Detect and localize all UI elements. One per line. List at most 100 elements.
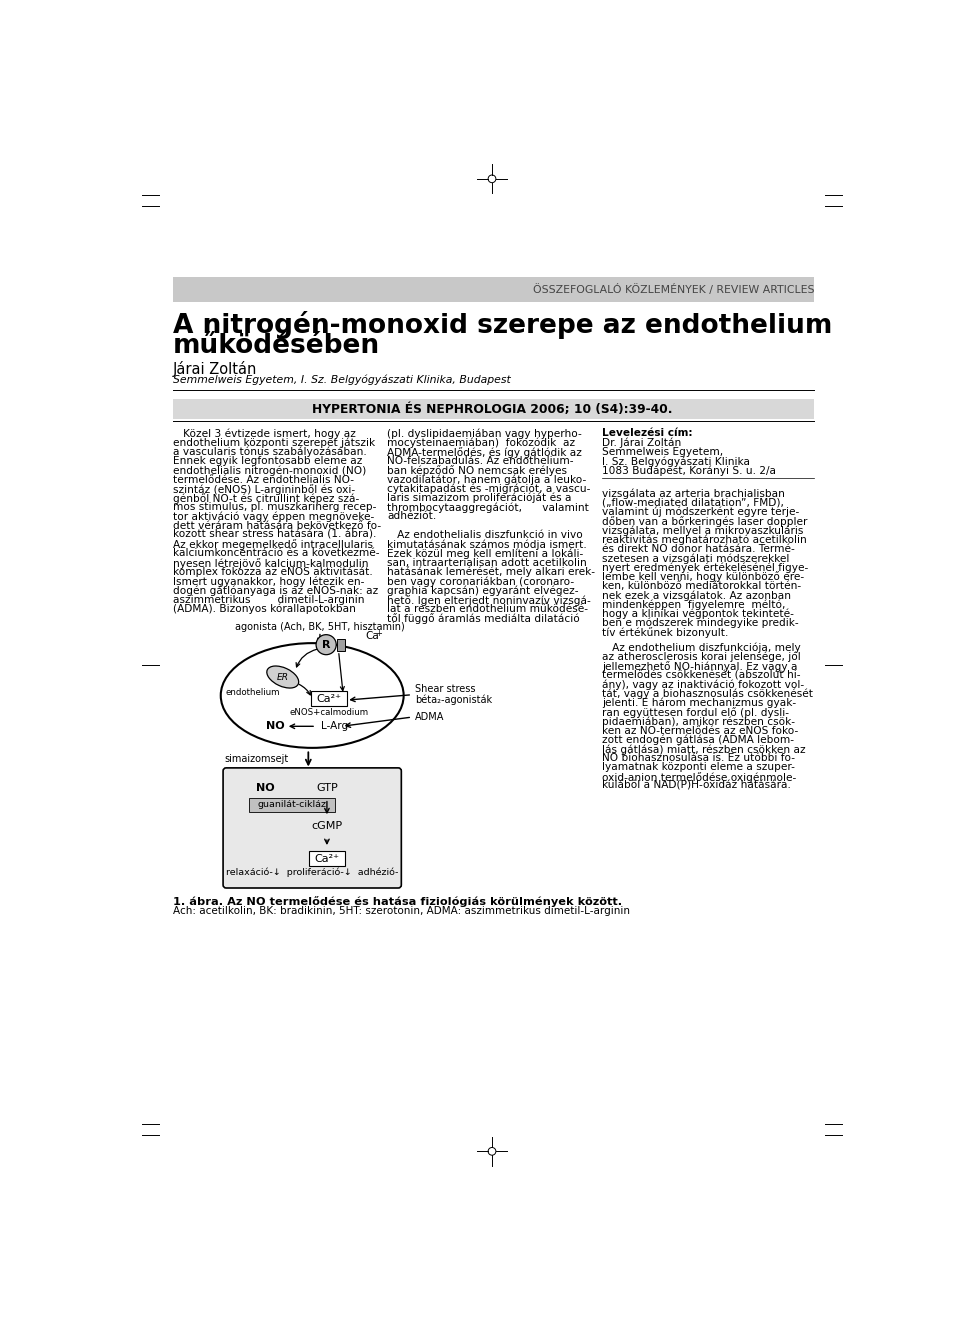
Text: ken az NO-termelődés az eNOS foko-: ken az NO-termelődés az eNOS foko-	[602, 726, 799, 735]
Circle shape	[316, 635, 336, 655]
Text: nyesen létrejövő kalcium-kalmodulin: nyesen létrejövő kalcium-kalmodulin	[173, 557, 369, 569]
Text: ány), vagy az inaktiváció fokozott vol-: ány), vagy az inaktiváció fokozott vol-	[602, 680, 804, 690]
Text: dett véráram hatására bekövetkező fo-: dett véráram hatására bekövetkező fo-	[173, 520, 381, 531]
Text: termelődés csökkenését (abszolút hi-: termelődés csökkenését (abszolút hi-	[602, 670, 801, 681]
Text: lás gátlása) miatt, részben csökken az: lás gátlása) miatt, részben csökken az	[602, 744, 805, 755]
Text: Ismert ugyanakkor, hogy létezik en-: Ismert ugyanakkor, hogy létezik en-	[173, 576, 364, 586]
Text: lembe kell venni, hogy különböző ere-: lembe kell venni, hogy különböző ere-	[602, 572, 804, 582]
Text: szetesen a vizsgálati módszerekkel: szetesen a vizsgálati módszerekkel	[602, 553, 789, 564]
Text: pidaemiában), amikor részben csök-: pidaemiában), amikor részben csök-	[602, 716, 795, 727]
Text: vizsgálata az arteria brachialisban: vizsgálata az arteria brachialisban	[602, 489, 785, 499]
Text: zott endogén gátlása (ADMA lebom-: zott endogén gátlása (ADMA lebom-	[602, 735, 794, 745]
Text: vazodilatátor, hanem gátolja a leuko-: vazodilatátor, hanem gátolja a leuko-	[388, 474, 587, 485]
FancyBboxPatch shape	[223, 768, 401, 888]
Text: („flow-mediated dilatation”, FMD),: („flow-mediated dilatation”, FMD),	[602, 498, 784, 507]
Text: Semmelweis Egyetem, I. Sz. Belgyógyászati Klinika, Budapest: Semmelweis Egyetem, I. Sz. Belgyógyászat…	[173, 374, 511, 385]
Text: guanilát-cikláz: guanilát-cikláz	[257, 801, 326, 810]
Text: mocysteinaemiában)  fokozódik  az: mocysteinaemiában) fokozódik az	[388, 437, 575, 448]
Text: Ennek egyik legfontosabb eleme az: Ennek egyik legfontosabb eleme az	[173, 456, 362, 466]
Text: adhéziót.: adhéziót.	[388, 511, 437, 522]
Text: kimutatásának számos módja ismert.: kimutatásának számos módja ismert.	[388, 539, 588, 549]
Text: Ca²⁺: Ca²⁺	[317, 694, 342, 703]
Text: endothelialis nitrogén-monoxid (NO): endothelialis nitrogén-monoxid (NO)	[173, 465, 366, 475]
Text: nek ezek a vizsgálatok. Az azonban: nek ezek a vizsgálatok. Az azonban	[602, 590, 791, 601]
Ellipse shape	[221, 643, 403, 748]
Text: Az endothelialis diszfunkció in vivo: Az endothelialis diszfunkció in vivo	[388, 529, 583, 540]
Text: jelenti. E három mechanizmus gyak-: jelenti. E három mechanizmus gyak-	[602, 698, 796, 709]
Text: lat a részben endothelium működésé-: lat a részben endothelium működésé-	[388, 605, 588, 614]
Text: hogy a klinikai végpontok tekinteté-: hogy a klinikai végpontok tekinteté-	[602, 608, 794, 619]
Text: NO biohasznosulása is. Ez utóbbi fo-: NO biohasznosulása is. Ez utóbbi fo-	[602, 753, 795, 764]
Text: ben vagy coronariákban (coronaro-: ben vagy coronariákban (coronaro-	[388, 576, 574, 586]
Text: relaxáció-↓  proliferáció-↓  adhézió-: relaxáció-↓ proliferáció-↓ adhézió-	[226, 868, 398, 877]
FancyBboxPatch shape	[249, 798, 335, 811]
Text: tor aktiváció vagy éppen megnöveke-: tor aktiváció vagy éppen megnöveke-	[173, 511, 374, 522]
Text: Levelezési cím:: Levelezési cím:	[602, 428, 693, 439]
Text: san, intraarterialisan adott acetilkolin: san, intraarterialisan adott acetilkolin	[388, 557, 588, 568]
Text: eNOS+calmodium: eNOS+calmodium	[290, 707, 369, 716]
Text: Ezek közül meg kell említeni a lokáli-: Ezek közül meg kell említeni a lokáli-	[388, 548, 584, 558]
Text: hatásának lemérését, mely alkari erek-: hatásának lemérését, mely alkari erek-	[388, 566, 595, 577]
Text: reaktivitás meghatározható acetilkolin: reaktivitás meghatározható acetilkolin	[602, 535, 806, 545]
Text: agonista (Ach, BK, 5HT, hisztamin): agonista (Ach, BK, 5HT, hisztamin)	[235, 623, 405, 632]
Text: A nitrogén-monoxid szerepe az endothelium: A nitrogén-monoxid szerepe az endotheliu…	[173, 311, 832, 340]
Text: ADMA: ADMA	[416, 712, 444, 722]
FancyBboxPatch shape	[173, 278, 814, 302]
Text: től függő áramlás mediálta dilatáció: től függő áramlás mediálta dilatáció	[388, 614, 580, 624]
Text: simaizomsejt: simaizomsejt	[225, 755, 289, 764]
Text: kalciumkoncentráció és a következmé-: kalciumkoncentráció és a következmé-	[173, 548, 379, 558]
Text: génből NO-t és citrullint képez szá-: génből NO-t és citrullint képez szá-	[173, 493, 359, 504]
Text: cytakitapadást és -migrációt, a vascu-: cytakitapadást és -migrációt, a vascu-	[388, 483, 590, 494]
Text: jellemezhető NO-hiánnyal. Ez vagy a: jellemezhető NO-hiánnyal. Ez vagy a	[602, 661, 798, 672]
Text: 1083 Budapest, Korányi S. u. 2/a: 1083 Budapest, Korányi S. u. 2/a	[602, 465, 776, 475]
Text: mos stimulus, pl. muszkarinerg recep-: mos stimulus, pl. muszkarinerg recep-	[173, 502, 376, 512]
Text: +: +	[375, 630, 382, 639]
Text: Dr. Járai Zoltán: Dr. Járai Zoltán	[602, 437, 682, 448]
Text: Semmelweis Egyetem,: Semmelweis Egyetem,	[602, 446, 723, 457]
Text: Az ekkor megemelkedő intracellularis: Az ekkor megemelkedő intracellularis	[173, 539, 372, 551]
Text: a vascularis tónus szabályozásában.: a vascularis tónus szabályozásában.	[173, 446, 367, 457]
FancyBboxPatch shape	[311, 691, 348, 706]
Text: NO: NO	[255, 782, 275, 793]
Text: valamint új módszerként egyre terje-: valamint új módszerként egyre terje-	[602, 507, 800, 518]
Text: hető. Igen elterjedt noninvazív vizsgá-: hető. Igen elterjedt noninvazív vizsgá-	[388, 595, 591, 606]
FancyBboxPatch shape	[337, 639, 345, 651]
Text: Ach: acetilkolin, BK: bradikinin, 5HT: szerotonin, ADMA: aszimmetrikus dimetil-L: Ach: acetilkolin, BK: bradikinin, 5HT: s…	[173, 906, 630, 917]
FancyBboxPatch shape	[309, 851, 345, 867]
Text: ER: ER	[276, 673, 289, 681]
Text: endothelium: endothelium	[226, 687, 280, 697]
Text: tát, vagy a biohasznosulás csökkenését: tát, vagy a biohasznosulás csökkenését	[602, 689, 813, 699]
Text: termelődése. Az endothelialis NO-: termelődése. Az endothelialis NO-	[173, 474, 353, 485]
Text: L-Arg: L-Arg	[322, 722, 348, 731]
Text: Shear stress: Shear stress	[416, 685, 476, 694]
Text: I. Sz. Belgyógyászati Klinika: I. Sz. Belgyógyászati Klinika	[602, 456, 750, 466]
Text: ben e módszerek mindegyike predik-: ben e módszerek mindegyike predik-	[602, 618, 799, 628]
Text: és direkt NO donor hatására. Termé-: és direkt NO donor hatására. Termé-	[602, 544, 795, 554]
Text: ÖSSZEFOGLALÓ KÖZLEMÉNYEK / REVIEW ARTICLES: ÖSSZEFOGLALÓ KÖZLEMÉNYEK / REVIEW ARTICL…	[533, 284, 814, 295]
Text: thrombocytaaggregációt,      valamint: thrombocytaaggregációt, valamint	[388, 502, 589, 512]
Text: oxid-anion termelődése oxigénmole-: oxid-anion termelődése oxigénmole-	[602, 772, 796, 782]
Text: mindenképpen  figyelemre  méltó,: mindenképpen figyelemre méltó,	[602, 599, 785, 610]
Text: HYPERTONIA ÉS NEPHROLOGIA 2006; 10 (S4):39-40.: HYPERTONIA ÉS NEPHROLOGIA 2006; 10 (S4):…	[312, 403, 672, 416]
Text: dogén gátlóanyaga is az eNOS-nak: az: dogén gátlóanyaga is az eNOS-nak: az	[173, 585, 378, 595]
Text: ken, különböző mediátorokkal történ-: ken, különböző mediátorokkal történ-	[602, 581, 802, 591]
Text: GTP: GTP	[316, 782, 338, 793]
Text: (ADMA). Bizonyos kórallapotokban: (ADMA). Bizonyos kórallapotokban	[173, 605, 355, 614]
Text: komplex fokozza az eNOS aktivitását.: komplex fokozza az eNOS aktivitását.	[173, 566, 372, 577]
Text: Járai Zoltán: Járai Zoltán	[173, 361, 257, 377]
Text: laris simazizom proliferációját és a: laris simazizom proliferációját és a	[388, 493, 572, 503]
Text: dőben van a bőrkeringés laser doppler: dőben van a bőrkeringés laser doppler	[602, 516, 807, 527]
Text: kulából a NAD(P)H-oxidáz hatására.: kulából a NAD(P)H-oxidáz hatására.	[602, 781, 791, 792]
Text: vizsgálata, mellyel a mikrovaszkuláris: vizsgálata, mellyel a mikrovaszkuláris	[602, 525, 804, 536]
Text: graphia kapcsán) egyaránt elvégez-: graphia kapcsán) egyaránt elvégez-	[388, 585, 579, 595]
Text: 1. ábra. Az NO termelődése és hatása fiziológiás körülmények között.: 1. ábra. Az NO termelődése és hatása fiz…	[173, 896, 622, 906]
Text: (pl. dyslipidaemiában vagy hyperho-: (pl. dyslipidaemiában vagy hyperho-	[388, 428, 582, 439]
Text: Az endothelium diszfunkciója, mely: Az endothelium diszfunkciója, mely	[602, 643, 801, 653]
Text: ADMA-termelődés, és így gátlódik az: ADMA-termelődés, és így gátlódik az	[388, 446, 583, 458]
Text: NO: NO	[266, 722, 284, 731]
Text: nyert eredmények értékelésénél figye-: nyert eredmények értékelésénél figye-	[602, 562, 808, 573]
Text: tív értékűnek bizonyult.: tív értékűnek bizonyult.	[602, 627, 729, 637]
Text: aszimmetrikus        dimetil-L-arginin: aszimmetrikus dimetil-L-arginin	[173, 595, 364, 605]
Text: kozott shear stress hatására (1. ábra).: kozott shear stress hatására (1. ábra).	[173, 529, 376, 540]
FancyBboxPatch shape	[173, 399, 814, 419]
